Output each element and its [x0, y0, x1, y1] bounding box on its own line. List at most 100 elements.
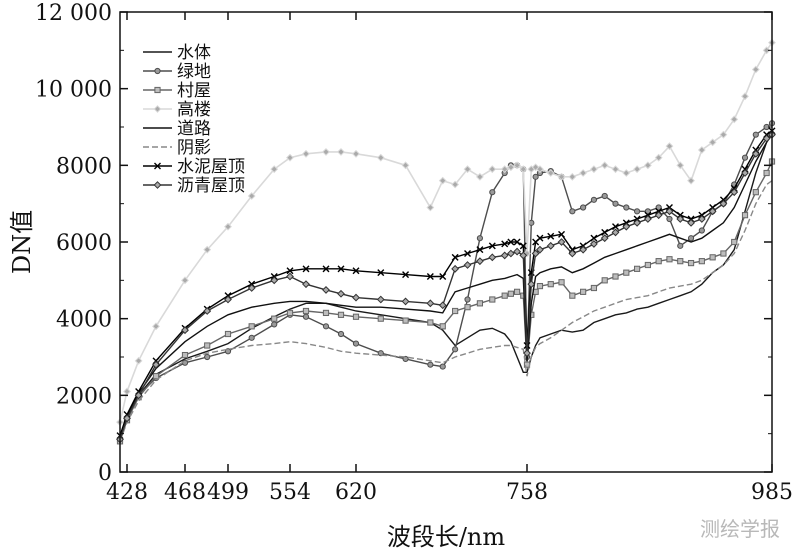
- series-3-point-5: [203, 245, 212, 254]
- series-7-point-26: [523, 349, 531, 358]
- series-2-point-8: [271, 315, 278, 322]
- plot-frame: [119, 11, 773, 473]
- series-1-point-17: [439, 363, 446, 370]
- x-tick-label-6: 985: [751, 480, 793, 505]
- series-6-point-16: [426, 273, 434, 280]
- series-7-point-41: [665, 207, 674, 216]
- x-tick-label-2: 499: [207, 480, 249, 505]
- series-7-point-5: [203, 307, 212, 315]
- series-3-point-13: [352, 149, 360, 158]
- series-7-point-9: [286, 272, 294, 281]
- series-6-point-13: [352, 267, 360, 275]
- series-line-7: [119, 134, 773, 440]
- series-1-point-36: [612, 200, 619, 207]
- series-2-point-11: [322, 309, 330, 317]
- series-7-point-3: [152, 360, 160, 369]
- series-3-point-38: [633, 165, 641, 174]
- series-7-point-50: [762, 134, 771, 143]
- series-3-point-29: [536, 165, 544, 174]
- series-7-point-35: [600, 234, 609, 243]
- series-2-point-50: [763, 169, 770, 177]
- series-7-point-48: [741, 169, 749, 177]
- legend-label-4: 道路: [177, 119, 211, 139]
- series-1-point-18: [452, 346, 459, 353]
- series-2-point-13: [352, 313, 360, 320]
- series-line-0: [119, 134, 773, 442]
- series-3-point-11: [322, 148, 330, 156]
- series-3-point-50: [762, 46, 771, 55]
- series-3-point-46: [719, 130, 728, 139]
- series-6-point-22: [501, 240, 509, 248]
- series-6-point-34: [590, 234, 598, 242]
- series-6-point-25: [519, 242, 527, 250]
- series-7-point-38: [633, 218, 641, 227]
- series-1-point-14: [377, 350, 384, 357]
- series-2-point-16: [427, 319, 434, 326]
- series-1-point-21: [489, 189, 496, 196]
- series-2-point-22: [501, 292, 508, 299]
- series-3-point-30: [546, 169, 555, 177]
- series-3-point-37: [622, 169, 631, 177]
- series-7-point-34: [590, 240, 598, 248]
- x-axis-title: 波段长/nm: [387, 523, 506, 551]
- series-3-point-17: [438, 176, 447, 185]
- series-3-point-36: [611, 165, 620, 174]
- series-line-2: [119, 161, 773, 442]
- series-7-point-44: [697, 215, 706, 223]
- series-7-point-15: [401, 297, 410, 306]
- series-3-point-48: [741, 92, 749, 101]
- series-6-point-31: [558, 230, 566, 238]
- series-2-point-29: [536, 282, 544, 290]
- series-7-point-30: [546, 241, 555, 250]
- series-2-point-35: [601, 277, 608, 284]
- series-1-point-5: [204, 353, 211, 361]
- series-6-point-12: [337, 265, 345, 273]
- series-3-point-45: [708, 138, 717, 147]
- series-1-point-12: [337, 330, 345, 338]
- series-3-point-44: [697, 146, 706, 154]
- series-1-point-35: [601, 192, 608, 200]
- series-3-point-49: [751, 65, 760, 74]
- series-2-point-19: [464, 304, 471, 311]
- x-tick-label-5: 758: [506, 480, 548, 505]
- series-3-point-6: [224, 222, 232, 231]
- series-7-point-19: [463, 261, 472, 269]
- x-tick-label-4: 620: [335, 480, 377, 505]
- series-6-point-24: [513, 238, 521, 246]
- series-1-point-28: [532, 173, 539, 180]
- series-7-point-36: [611, 228, 620, 237]
- series-2-point-31: [558, 279, 565, 286]
- series-7-point-13: [352, 293, 360, 302]
- x-axis: 428 468 499 554 620 758 985: [106, 12, 793, 505]
- series-layer: [116, 38, 776, 445]
- series-1-point-38: [633, 208, 641, 215]
- series-2-point-30: [547, 281, 554, 288]
- series-7-point-2: [134, 391, 143, 400]
- series-2-point-39: [644, 261, 651, 269]
- series-7-point-39: [643, 215, 652, 223]
- x-tick-label-3: 554: [269, 480, 311, 505]
- series-2-point-44: [698, 258, 705, 265]
- series-2-point-20: [476, 300, 484, 307]
- series-7-point-28: [531, 249, 540, 258]
- series-1-point-44: [698, 227, 705, 234]
- series-3-point-34: [590, 165, 598, 174]
- series-3-point-23: [506, 163, 515, 172]
- series-1-point-13: [352, 340, 360, 347]
- series-7-point-46: [719, 199, 728, 208]
- series-1-point-15: [402, 355, 409, 363]
- series-2-point-43: [687, 259, 695, 267]
- legend-marker-2: [154, 86, 161, 94]
- series-1-point-27: [528, 219, 535, 226]
- series-7-point-18: [451, 264, 460, 273]
- series-line-3: [119, 42, 773, 423]
- series-3-point-14: [376, 153, 385, 162]
- series-2-point-5: [204, 342, 211, 349]
- legend-label-0: 水体: [177, 43, 211, 63]
- series-3-point-33: [579, 169, 588, 177]
- series-1-point-11: [322, 323, 330, 330]
- legend-marker-3: [153, 105, 162, 113]
- legend-label-1: 绿地: [177, 62, 211, 82]
- series-3-point-47: [730, 115, 739, 124]
